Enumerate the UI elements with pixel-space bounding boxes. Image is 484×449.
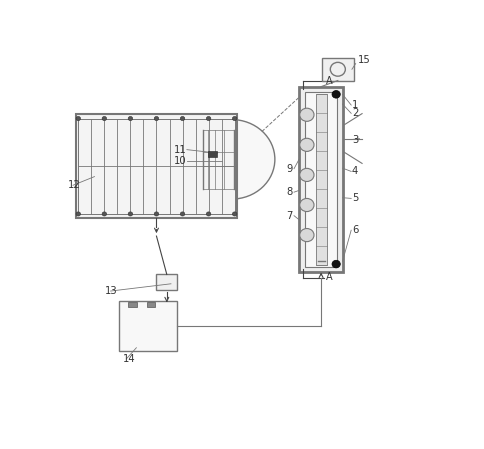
Circle shape [299,168,313,181]
Bar [315,94,326,265]
Text: 4: 4 [351,167,358,176]
Circle shape [154,116,158,121]
Text: 11: 11 [173,145,186,154]
Circle shape [206,212,211,216]
Bar [147,303,155,307]
Bar [321,58,353,80]
Text: 6: 6 [351,225,358,235]
Text: 9: 9 [286,164,292,174]
Bar [76,114,237,218]
Text: 14: 14 [122,354,135,364]
Circle shape [180,116,184,121]
Circle shape [188,119,274,199]
Text: A: A [325,76,332,86]
Bar [128,303,136,307]
Text: 13: 13 [105,286,117,296]
Text: 2: 2 [351,108,358,119]
Circle shape [332,91,340,98]
Circle shape [332,260,340,268]
Circle shape [180,212,184,216]
Circle shape [206,116,211,121]
Circle shape [299,108,313,121]
Circle shape [76,212,80,216]
Text: 3: 3 [351,135,358,145]
Circle shape [76,116,80,121]
Text: 10: 10 [173,156,186,166]
Circle shape [232,116,236,121]
Text: 5: 5 [351,194,358,203]
Bar [208,151,216,157]
Circle shape [232,212,236,216]
Circle shape [299,198,313,211]
Circle shape [128,212,133,216]
Circle shape [102,116,106,121]
Bar [78,119,234,214]
Text: 7: 7 [286,211,292,220]
Text: 15: 15 [357,55,370,65]
Bar [299,87,342,272]
Text: 1: 1 [351,100,358,110]
Circle shape [299,138,313,151]
Bar [304,92,336,267]
Text: 8: 8 [286,187,292,197]
Text: 12: 12 [67,180,80,190]
Circle shape [154,212,158,216]
Bar [156,274,177,290]
Bar [119,301,177,351]
Text: A: A [325,272,332,282]
Circle shape [102,212,106,216]
Circle shape [299,229,313,242]
Circle shape [128,116,133,121]
